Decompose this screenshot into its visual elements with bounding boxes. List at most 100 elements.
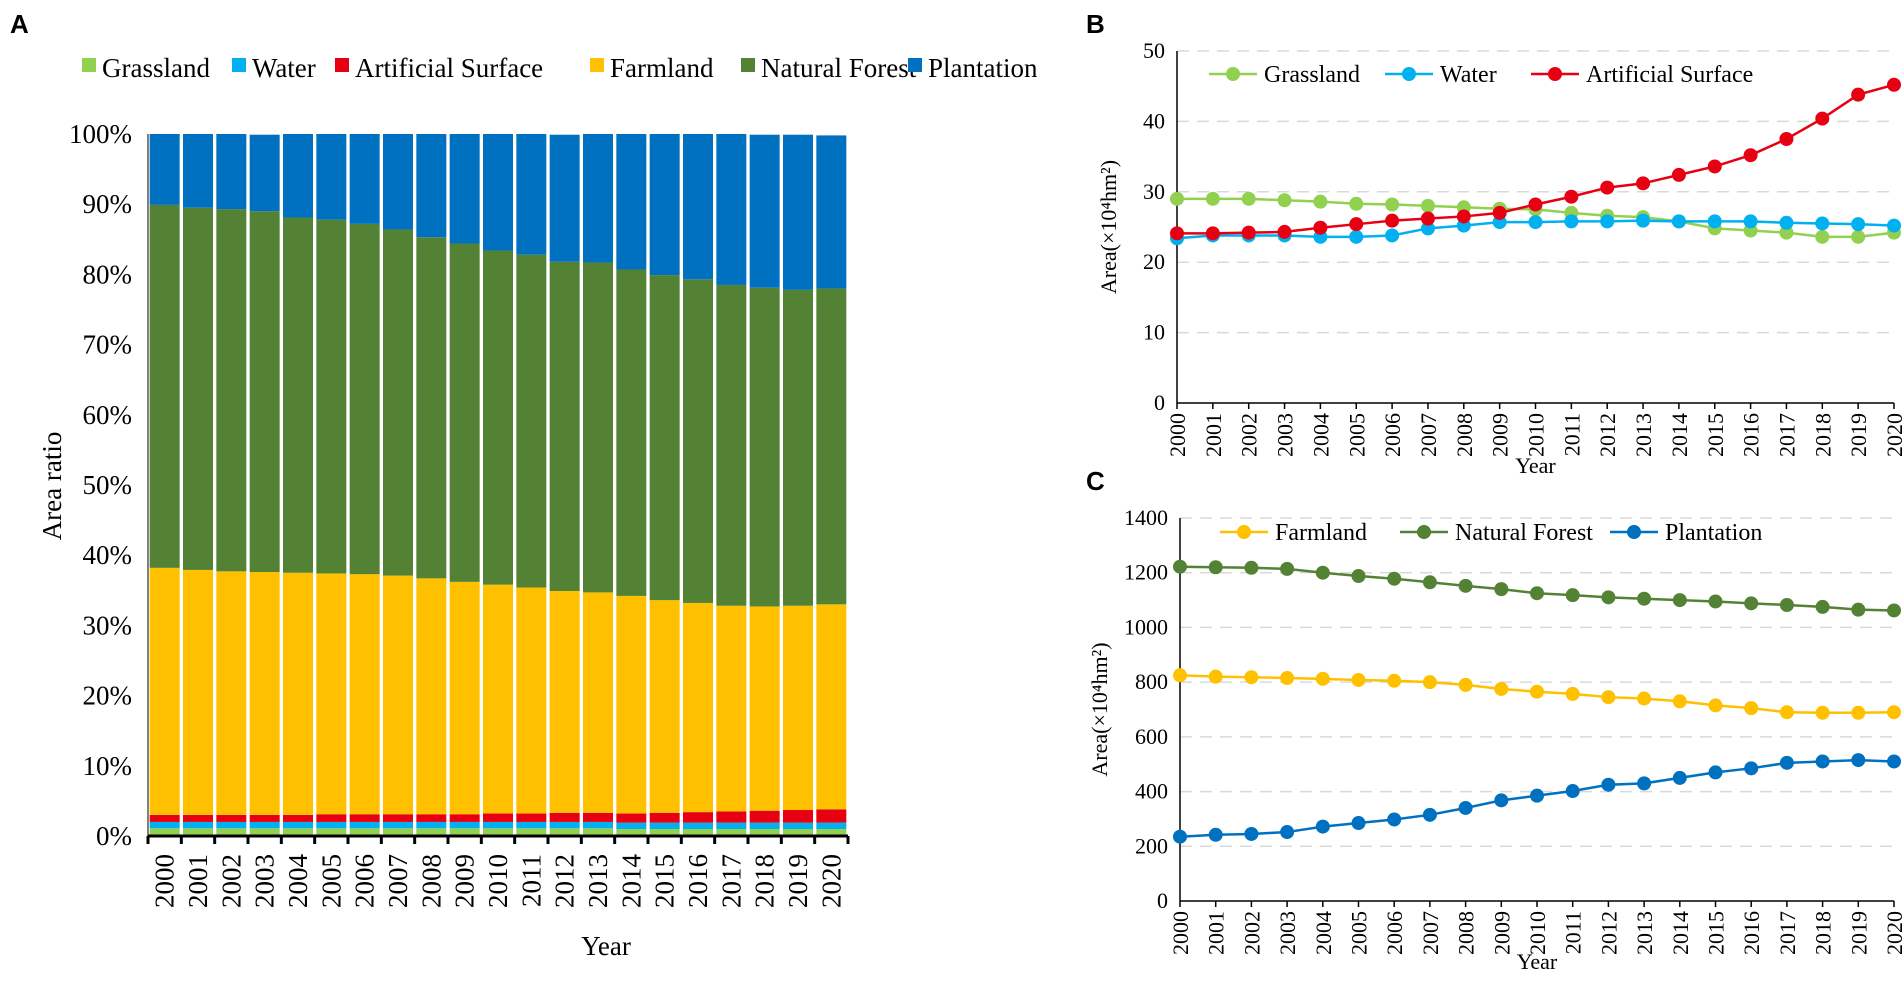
x-tick-label-a: 2011 [516,854,546,907]
x-tick-label-a: 2019 [783,854,813,908]
point-water-2011 [1564,214,1579,229]
x-tick-label-b: 2011 [1559,413,1584,456]
bar-segment-artificial-surface-2016 [683,812,713,823]
x-tick-label-c: 2000 [1168,911,1193,955]
point-plantation-2001 [1208,827,1223,842]
bar-segment-artificial-surface-2006 [349,814,380,822]
x-tick-label-c: 2016 [1739,911,1764,955]
legend-label-farmland: Farmland [610,53,714,83]
legend-swatch-grassland [82,58,96,72]
bar-segment-artificial-surface-2020 [816,809,847,823]
bar-segment-water-2011 [516,821,547,829]
x-tick-label-b: 2005 [1344,413,1369,457]
x-tick-label-c: 2006 [1382,911,1407,955]
x-tick-label-a: 2010 [483,854,513,908]
x-tick-label-c: 2019 [1846,911,1871,955]
point-grassland-2004 [1313,194,1328,209]
point-artificial-surface-2003 [1277,224,1292,239]
point-plantation-2020 [1887,754,1901,769]
bar-segment-water-2014 [616,822,647,829]
point-plantation-2004 [1315,819,1330,834]
x-tick-label-b: 2015 [1703,413,1728,457]
bar-segment-artificial-surface-2013 [583,812,613,822]
point-plantation-2015 [1708,765,1723,780]
point-plantation-2002 [1244,826,1259,841]
point-artificial-surface-2020 [1887,77,1901,92]
y-tick-label-b: 0 [1154,390,1165,415]
point-artificial-surface-2012 [1600,180,1615,195]
point-artificial-surface-2013 [1636,176,1651,191]
legend-marker-artificial-surface [1548,67,1562,81]
x-tick-label-c: 2009 [1489,911,1514,955]
point-water-2013 [1636,213,1651,228]
bar-segment-plantation-2003 [249,134,280,212]
bar-segment-natural-forest-2001 [183,207,213,570]
y-tick-label-a: 30% [83,610,133,640]
bar-segment-natural-forest-2014 [616,269,647,596]
point-plantation-2011 [1565,784,1580,799]
point-farmland-2000 [1173,668,1187,683]
x-tick-label-c: 2018 [1811,911,1836,955]
point-farmland-2005 [1351,672,1366,687]
point-grassland-2006 [1385,197,1400,212]
point-artificial-surface-2016 [1743,148,1758,163]
x-tick-label-b: 2018 [1810,413,1835,457]
y-tick-label-b: 50 [1143,38,1165,63]
x-tick-label-c: 2017 [1775,911,1800,955]
point-artificial-surface-2000 [1170,226,1184,241]
x-tick-label-a: 2002 [216,854,246,908]
x-tick-label-a: 2006 [350,854,380,908]
point-plantation-2010 [1530,788,1544,803]
legend-label-natural-forest: Natural Forest [761,53,917,83]
bar-segment-farmland-2016 [683,602,713,813]
x-tick-label-b: 2016 [1739,413,1764,457]
bar-segment-plantation-2010 [483,134,513,251]
x-tick-label-c: 2001 [1204,911,1229,955]
bar-segment-water-2000 [149,821,180,829]
bar-segment-grassland-2012 [549,828,580,836]
point-artificial-surface-2002 [1241,225,1256,240]
y-tick-label-b: 10 [1143,320,1165,345]
bar-segment-natural-forest-2004 [283,217,313,573]
bar-segment-artificial-surface-2012 [549,812,580,822]
x-tick-label-a: 2018 [750,854,780,908]
bar-segment-water-2013 [583,821,613,829]
bar-segment-farmland-2003 [249,572,280,815]
x-tick-label-b: 2013 [1631,413,1656,457]
x-tick-label-a: 2017 [716,854,746,908]
bar-segment-artificial-surface-2003 [249,814,280,822]
point-natural-forest-2016 [1744,596,1759,611]
bar-segment-artificial-surface-2002 [216,814,247,822]
point-artificial-surface-2008 [1456,209,1471,224]
bar-segment-artificial-surface-2001 [183,814,213,822]
point-plantation-2005 [1351,816,1366,831]
bar-segment-natural-forest-2013 [583,262,613,593]
point-farmland-2019 [1851,705,1866,720]
bar-segment-grassland-2016 [683,828,713,836]
point-grassland-2017 [1779,225,1794,240]
bar-segment-natural-forest-2012 [549,261,580,592]
bar-segment-natural-forest-2015 [649,275,680,601]
point-water-2016 [1743,214,1758,229]
bar-segment-plantation-2017 [716,134,747,285]
point-grassland-2001 [1205,191,1220,206]
legend-label-farmland: Farmland [1275,520,1367,546]
point-water-2007 [1420,221,1435,236]
y-tick-label-c: 600 [1135,724,1168,749]
point-artificial-surface-2007 [1420,211,1435,226]
point-farmland-2014 [1672,694,1687,709]
point-natural-forest-2014 [1672,593,1687,608]
bar-segment-artificial-surface-2015 [649,812,680,823]
point-plantation-2014 [1672,770,1687,785]
x-tick-label-b: 2008 [1452,413,1477,457]
point-farmland-2016 [1744,701,1759,716]
bar-segment-water-2012 [549,821,580,829]
bar-segment-artificial-surface-2019 [783,810,813,823]
point-farmland-2010 [1530,684,1544,699]
bar-segment-artificial-surface-2008 [416,814,447,822]
point-natural-forest-2013 [1637,591,1652,606]
point-water-2010 [1528,215,1543,230]
bar-segment-grassland-2003 [249,828,280,836]
x-axis-title-a: Year [581,931,631,961]
bar-segment-grassland-2013 [583,828,613,836]
